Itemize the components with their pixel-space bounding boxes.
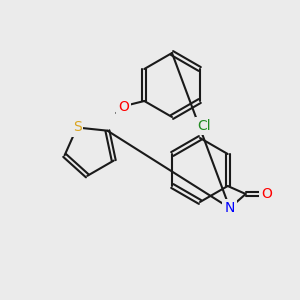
Text: Cl: Cl xyxy=(197,119,211,133)
Text: S: S xyxy=(73,121,81,134)
Text: N: N xyxy=(224,201,235,215)
Text: O: O xyxy=(261,187,272,201)
Text: O: O xyxy=(118,100,129,114)
